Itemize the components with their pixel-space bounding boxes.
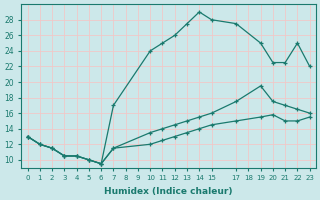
X-axis label: Humidex (Indice chaleur): Humidex (Indice chaleur) <box>104 187 233 196</box>
